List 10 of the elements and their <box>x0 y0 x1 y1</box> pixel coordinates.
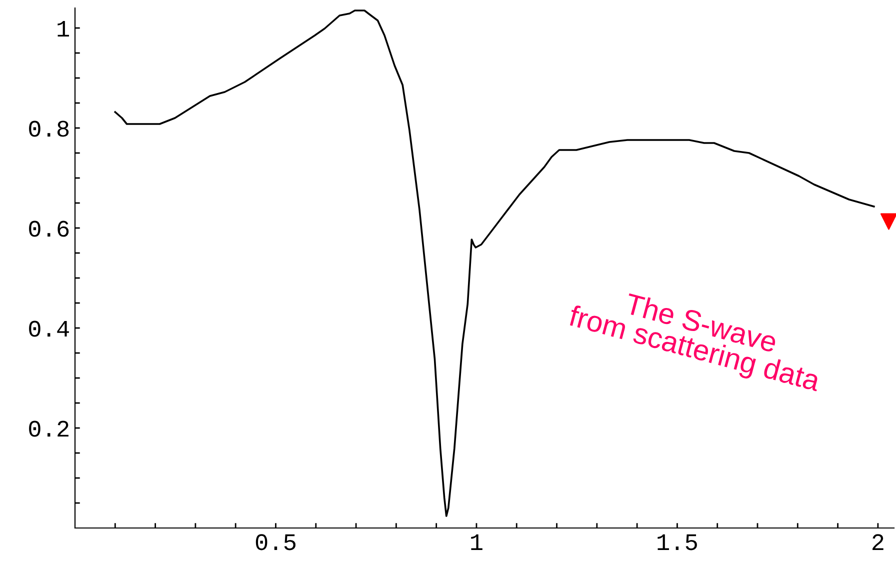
y-tick-label: 1 <box>58 21 69 37</box>
x-tick-label: 2 <box>872 534 884 550</box>
y-tick-label: 0.8 <box>29 120 69 137</box>
y-tick-label: 0.4 <box>29 320 69 337</box>
x-tick-label: 1.5 <box>658 534 697 550</box>
y-tick-label: 0.2 <box>29 420 68 437</box>
y-tick-label: 0.6 <box>29 220 69 237</box>
x-tick-label: 1 <box>471 534 482 550</box>
line-series <box>114 10 875 517</box>
x-tick-label: 0.5 <box>256 534 296 550</box>
